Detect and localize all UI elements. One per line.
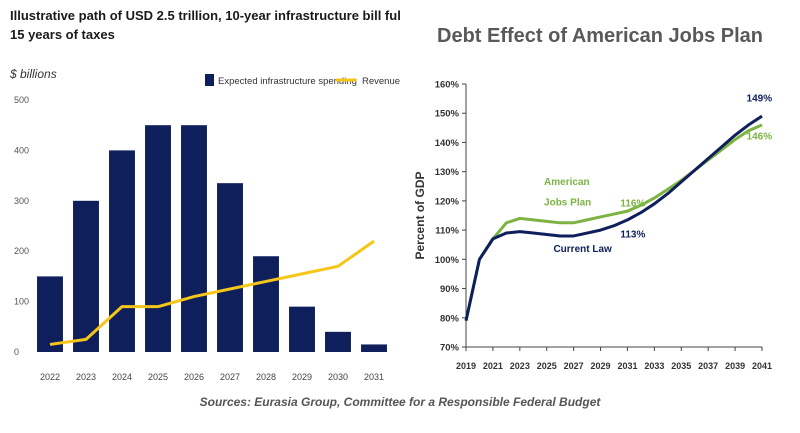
chart-title-line: 15 years of taxes xyxy=(10,27,115,42)
x-tick-label: 2033 xyxy=(644,361,664,371)
x-tick-label: 2035 xyxy=(671,361,691,371)
bar-spending xyxy=(145,125,171,352)
annotation-jobs-plan: Jobs Plan xyxy=(544,197,591,208)
x-tick-label: 2027 xyxy=(564,361,584,371)
x-tick-label: 2028 xyxy=(256,372,276,382)
revenues-line xyxy=(49,239,375,346)
bar-spending xyxy=(361,344,387,352)
bar-spending xyxy=(37,276,63,352)
y-tick-label: 120% xyxy=(435,196,460,207)
y-tick-label: 80% xyxy=(440,313,460,324)
x-tick-label: 2023 xyxy=(510,361,530,371)
bar-spending xyxy=(253,256,279,352)
bar-spending xyxy=(109,150,135,352)
bar-spending xyxy=(73,200,99,352)
x-tick-label: 2041 xyxy=(752,361,772,371)
x-tick-label: 2029 xyxy=(292,372,312,382)
x-tick-label: 2039 xyxy=(725,361,745,371)
x-tick-label: 2021 xyxy=(483,361,503,371)
x-tick-label: 2025 xyxy=(537,361,557,371)
debt-effect-line-chart: Debt Effect of American Jobs Plan 70% 80% 9… xyxy=(413,25,773,371)
x-tick-label: 2023 xyxy=(76,372,96,382)
x-tick-label: 2026 xyxy=(184,372,204,382)
x-tick-label: 2019 xyxy=(456,361,476,371)
infrastructure-bar-chart: Illustrative path of USD 2.5 trillion, 1… xyxy=(9,8,400,382)
annotation-113: 113% xyxy=(620,229,645,240)
legend-bar-swatch xyxy=(205,74,214,86)
x-tick-label: 2025 xyxy=(148,372,168,382)
legend-label-revenues: Revenues xyxy=(362,76,400,87)
bar-spending xyxy=(325,331,351,352)
american-jobs-plan-line xyxy=(464,123,763,322)
y-tick-label: 100 xyxy=(14,297,29,307)
x-tick-label: 2031 xyxy=(617,361,637,371)
y-tick-label: 100% xyxy=(435,255,460,266)
bar-spending xyxy=(217,183,243,352)
y-tick-label: 500 xyxy=(14,95,29,105)
sources-note: Sources: Eurasia Group, Committee for a … xyxy=(199,395,601,409)
y-tick-label: 150% xyxy=(435,109,460,120)
y-tick-label: 200 xyxy=(14,246,29,256)
y-tick-label: 90% xyxy=(440,284,460,295)
y-tick-label: 160% xyxy=(435,80,460,91)
y-tick-label: 0 xyxy=(14,347,19,357)
annotation-american: American xyxy=(544,177,590,188)
annotation-116: 116% xyxy=(620,199,645,210)
x-tick-label: 2024 xyxy=(112,372,132,382)
y-axis-label: $ billions xyxy=(9,67,57,81)
current-law-line xyxy=(464,114,763,322)
x-tick-label: 2027 xyxy=(220,372,240,382)
y-tick-label: 400 xyxy=(14,145,29,155)
bar-spending xyxy=(289,306,315,352)
bar-spending xyxy=(181,125,207,352)
y-tick-label: 140% xyxy=(435,138,460,149)
chart-title-line: Illustrative path of USD 2.5 trillion, 1… xyxy=(10,8,400,23)
x-tick-label: 2031 xyxy=(364,372,384,382)
legend-label-spending: Expected infrastructure spending xyxy=(218,76,357,87)
y-axis-label: Percent of GDP xyxy=(413,171,427,259)
y-tick-label: 110% xyxy=(435,226,459,237)
x-tick-label: 2029 xyxy=(591,361,611,371)
y-tick-label: 70% xyxy=(440,343,460,354)
annotation-149: 149% xyxy=(747,94,773,105)
annotation-146: 146% xyxy=(747,132,773,143)
annotation-current-law: Current Law xyxy=(553,244,612,255)
y-tick-label: 300 xyxy=(14,196,29,206)
x-tick-label: 2037 xyxy=(698,361,718,371)
x-tick-label: 2030 xyxy=(328,372,348,382)
x-tick-label: 2022 xyxy=(40,372,60,382)
chart-title: Debt Effect of American Jobs Plan xyxy=(437,25,763,47)
y-tick-label: 130% xyxy=(435,167,460,178)
